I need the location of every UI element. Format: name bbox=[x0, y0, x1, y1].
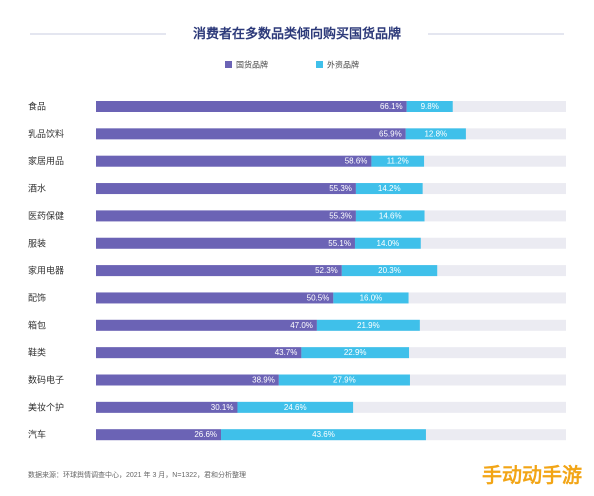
bar-foreign bbox=[278, 374, 410, 386]
bar-domestic bbox=[96, 347, 302, 359]
value-label-domestic: 30.1% bbox=[211, 403, 234, 412]
value-label-foreign: 27.9% bbox=[333, 376, 356, 385]
value-label-domestic: 65.9% bbox=[379, 129, 402, 138]
bar-domestic bbox=[96, 155, 372, 167]
bar-foreign bbox=[341, 265, 438, 277]
value-label-foreign: 12.8% bbox=[424, 129, 447, 138]
category-label: 数码电子 bbox=[28, 374, 64, 385]
watermark: 手动动手游 bbox=[482, 463, 582, 487]
value-label-domestic: 58.6% bbox=[345, 157, 368, 166]
legend-label-foreign: 外资品牌 bbox=[327, 60, 359, 70]
category-label: 医药保健 bbox=[28, 210, 64, 221]
value-label-domestic: 66.1% bbox=[380, 102, 403, 111]
source-note: 数据来源：环球舆情调查中心，2021 年 3 月，N=1322，君和分析整理 bbox=[28, 470, 246, 479]
bar-domestic bbox=[96, 429, 222, 441]
value-label-foreign: 11.2% bbox=[387, 157, 409, 166]
value-label-domestic: 50.5% bbox=[307, 293, 330, 302]
bar-domestic bbox=[96, 374, 279, 386]
bar-foreign bbox=[221, 429, 426, 441]
value-label-domestic: 55.3% bbox=[329, 184, 352, 193]
value-label-foreign: 14.0% bbox=[377, 239, 400, 248]
legend-label-domestic: 国货品牌 bbox=[236, 60, 268, 70]
legend-swatch-domestic bbox=[225, 61, 232, 68]
category-label: 配饰 bbox=[28, 292, 46, 303]
bar-domestic bbox=[96, 401, 238, 413]
bar-domestic bbox=[96, 183, 356, 195]
category-label: 汽车 bbox=[28, 429, 46, 440]
bar-foreign bbox=[237, 401, 354, 413]
value-label-foreign: 43.6% bbox=[312, 430, 335, 439]
category-label: 家居用品 bbox=[28, 155, 64, 166]
bar-foreign bbox=[406, 101, 453, 112]
bar-foreign bbox=[371, 155, 425, 167]
bar-foreign bbox=[316, 319, 420, 331]
category-label: 家用电器 bbox=[28, 265, 64, 276]
value-label-foreign: 20.3% bbox=[378, 266, 401, 275]
value-label-domestic: 43.7% bbox=[275, 348, 298, 357]
bar-foreign bbox=[405, 128, 466, 140]
value-label-foreign: 22.9% bbox=[344, 348, 367, 357]
category-label: 箱包 bbox=[28, 319, 46, 330]
value-label-foreign: 24.6% bbox=[284, 403, 307, 412]
bar-domestic bbox=[96, 101, 407, 112]
category-label: 服装 bbox=[28, 237, 46, 248]
category-label: 乳品饮料 bbox=[28, 128, 64, 139]
bar-foreign bbox=[355, 210, 425, 222]
category-label: 鞋类 bbox=[28, 347, 46, 358]
value-label-domestic: 55.1% bbox=[328, 239, 351, 248]
category-label: 酒水 bbox=[28, 183, 46, 194]
bar-foreign bbox=[354, 237, 421, 249]
value-label-domestic: 55.3% bbox=[329, 211, 352, 220]
value-label-foreign: 14.6% bbox=[379, 211, 402, 220]
bars-group: 食品 66.1% 9.8% 乳品饮料 65.9% 12.8% 家居用品 58.6% 11.2% 酒… bbox=[28, 101, 566, 441]
legend-swatch-foreign bbox=[316, 61, 323, 68]
category-label: 食品 bbox=[28, 101, 46, 112]
value-label-foreign: 16.0% bbox=[360, 293, 383, 302]
bar-foreign bbox=[355, 183, 423, 195]
bar-foreign bbox=[333, 292, 409, 304]
value-label-domestic: 52.3% bbox=[315, 266, 338, 275]
value-label-domestic: 47.0% bbox=[290, 321, 313, 330]
bar-domestic bbox=[96, 265, 342, 277]
value-label-domestic: 26.6% bbox=[194, 430, 217, 439]
value-label-foreign: 9.8% bbox=[421, 102, 439, 111]
value-label-foreign: 21.9% bbox=[357, 321, 380, 330]
bar-domestic bbox=[96, 128, 406, 140]
legend: 国货品牌 外资品牌 bbox=[225, 60, 359, 70]
value-label-foreign: 14.2% bbox=[378, 184, 401, 193]
bar-domestic bbox=[96, 237, 355, 249]
value-label-domestic: 38.9% bbox=[252, 376, 275, 385]
bar-domestic bbox=[96, 210, 356, 222]
chart-title: 消费者在多数品类倾向购买国货品牌 bbox=[193, 26, 401, 41]
bar-domestic bbox=[96, 292, 334, 304]
bar-foreign bbox=[301, 347, 410, 359]
category-label: 美妆个护 bbox=[28, 401, 64, 412]
bar-domestic bbox=[96, 319, 317, 331]
